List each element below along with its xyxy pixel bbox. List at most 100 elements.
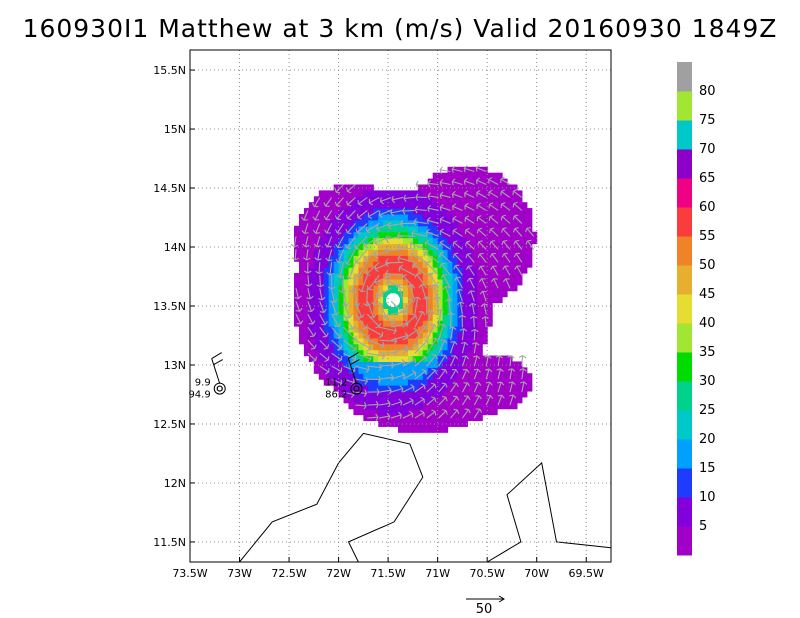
wind-vector	[463, 165, 475, 173]
field-cell	[457, 190, 464, 197]
field-cell	[358, 272, 364, 280]
field-cell	[358, 196, 364, 203]
field-cell	[457, 302, 464, 309]
field-cell	[477, 213, 483, 221]
field-cell	[338, 219, 345, 227]
field-cell	[294, 302, 300, 309]
field-cell	[427, 331, 434, 339]
wind-vector	[403, 194, 415, 203]
field-cell	[412, 385, 419, 392]
field-cell	[472, 219, 478, 227]
field-cell	[472, 196, 478, 203]
wind-vector	[358, 275, 368, 293]
wind-vector	[343, 339, 357, 352]
wind-vector	[426, 353, 438, 367]
field-cell	[447, 249, 454, 256]
wind-vector	[471, 328, 479, 341]
field-cell	[422, 202, 429, 209]
field-cell	[373, 202, 379, 209]
field-cell	[338, 255, 345, 262]
field-cell	[383, 296, 389, 304]
wind-vector	[302, 236, 310, 248]
field-cell	[368, 385, 374, 392]
field-cell	[511, 196, 518, 203]
field-cell	[422, 267, 429, 274]
field-cell	[358, 361, 364, 368]
field-cell	[318, 290, 325, 298]
field-cell	[378, 267, 384, 274]
field-cell	[363, 367, 369, 374]
field-cell	[437, 349, 444, 357]
field-cell	[497, 225, 503, 233]
wind-vector	[323, 197, 333, 208]
wind-vector	[426, 396, 437, 406]
wind-vector	[334, 184, 344, 194]
field-cell	[427, 178, 434, 186]
field-cell	[333, 267, 340, 274]
field-cell	[328, 231, 335, 239]
field-cell	[383, 249, 389, 256]
field-cell	[437, 396, 444, 404]
field-cell	[457, 379, 464, 386]
field-cell	[318, 213, 325, 221]
field-cell	[462, 320, 468, 327]
field-cell	[442, 267, 449, 274]
field-cell	[462, 296, 468, 304]
field-cell	[467, 337, 473, 345]
field-cell	[516, 237, 523, 245]
field-cell	[393, 385, 399, 392]
field-cell	[338, 349, 345, 357]
field-cell	[442, 420, 449, 427]
field-cell	[388, 231, 394, 239]
field-cell	[457, 349, 464, 357]
field-cell	[497, 278, 503, 286]
field-cell	[373, 367, 379, 374]
field-cell	[502, 231, 508, 239]
field-cell	[348, 396, 355, 404]
field-cell	[348, 349, 355, 357]
field-cell	[294, 284, 300, 292]
field-cell	[477, 343, 483, 351]
field-cell	[472, 302, 478, 309]
field-cell	[482, 178, 488, 186]
field-cell	[462, 267, 468, 274]
field-cell	[318, 219, 325, 227]
field-cell	[308, 296, 315, 304]
wind-vector	[354, 249, 368, 265]
field-cell	[393, 314, 399, 321]
field-cell	[368, 255, 374, 262]
field-cell	[383, 420, 389, 427]
field-cell	[477, 219, 483, 227]
field-cell	[417, 396, 424, 404]
field-cell	[308, 272, 315, 280]
field-cell	[383, 208, 389, 215]
field-cell	[308, 255, 315, 262]
y-tick-label: 15N	[164, 123, 186, 136]
colorbar-segment	[677, 323, 692, 353]
field-cell	[353, 331, 359, 339]
field-cell	[368, 296, 374, 304]
field-cell	[427, 396, 434, 404]
field-cell	[511, 261, 518, 268]
field-cell	[294, 231, 300, 239]
field-cell	[412, 367, 419, 374]
field-cell	[457, 420, 464, 427]
field-cell	[393, 225, 399, 233]
field-cell	[506, 225, 513, 233]
field-cell	[457, 261, 464, 268]
wind-vector	[438, 382, 448, 393]
field-cell	[516, 213, 523, 221]
wind-vector	[379, 412, 391, 420]
field-cell	[363, 396, 369, 404]
field-cell	[442, 219, 449, 227]
field-cell	[417, 237, 424, 245]
field-cell	[343, 390, 350, 398]
field-cell	[373, 208, 379, 215]
wind-vector	[385, 269, 404, 278]
field-cell	[398, 196, 404, 203]
field-cell	[442, 379, 449, 386]
field-cell	[487, 355, 493, 363]
field-cell	[318, 320, 325, 327]
field-cell	[487, 190, 493, 197]
field-cell	[348, 290, 355, 298]
